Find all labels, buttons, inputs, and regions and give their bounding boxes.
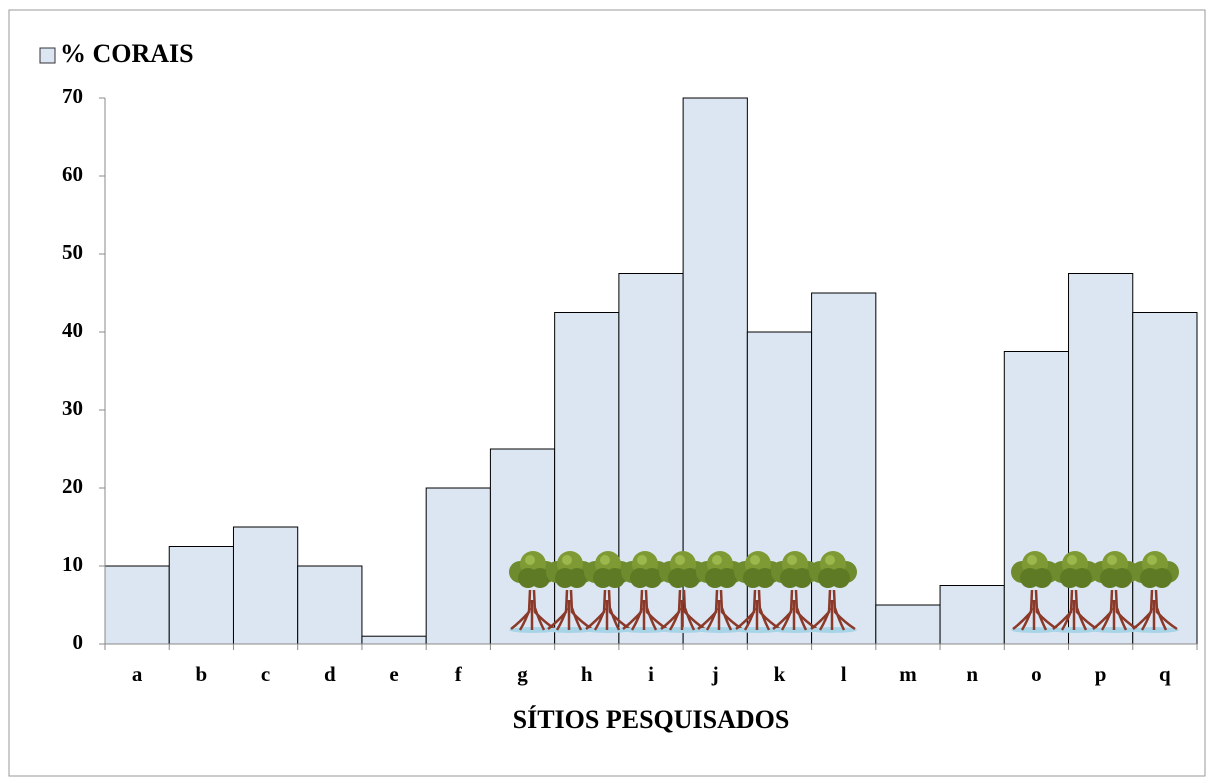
y-tick-label: 50 <box>62 240 83 264</box>
x-tick-label: b <box>196 662 208 686</box>
x-tick-label: i <box>648 662 654 686</box>
x-tick-label: h <box>581 662 593 686</box>
bar <box>426 488 490 644</box>
x-tick-label: j <box>711 662 719 686</box>
y-tick-label: 20 <box>62 474 83 498</box>
y-tick-label: 10 <box>62 552 83 576</box>
legend-swatch <box>40 48 55 63</box>
bar <box>490 449 554 644</box>
x-tick-label: q <box>1159 662 1171 686</box>
x-tick-label: p <box>1095 662 1107 686</box>
y-tick-label: 70 <box>62 84 83 108</box>
bar <box>812 293 876 644</box>
bar <box>362 636 426 644</box>
bar <box>1133 313 1197 645</box>
x-tick-label: a <box>132 662 143 686</box>
bar <box>233 527 297 644</box>
x-tick-label: k <box>774 662 786 686</box>
bar <box>747 332 811 644</box>
x-tick-label: c <box>261 662 270 686</box>
chart: % CORAIS SÍTIOS PESQUISADOS 0 10 20 30 40 50 6… <box>0 0 1209 783</box>
x-tick-label: n <box>966 662 978 686</box>
bar <box>105 566 169 644</box>
bar <box>876 605 940 644</box>
x-tick-label: l <box>841 662 847 686</box>
bar <box>298 566 362 644</box>
x-tick-label: m <box>899 662 917 686</box>
x-tick-label: f <box>455 662 463 686</box>
bar <box>1069 274 1133 645</box>
y-tick-label: 0 <box>73 630 84 654</box>
y-tick-label: 30 <box>62 396 83 420</box>
x-tick-label: o <box>1031 662 1042 686</box>
x-tick-label: d <box>324 662 336 686</box>
page: {"chart_data": {"type": "bar", "categori… <box>0 0 1209 783</box>
x-tick-label: e <box>389 662 398 686</box>
bar <box>940 586 1004 645</box>
bar <box>619 274 683 645</box>
x-axis-title: SÍTIOS PESQUISADOS <box>513 705 790 734</box>
legend-label: % CORAIS <box>60 39 194 68</box>
y-tick-label: 60 <box>62 162 83 186</box>
bar <box>169 547 233 645</box>
y-tick-label: 40 <box>62 318 83 342</box>
x-tick-label: g <box>517 662 528 686</box>
